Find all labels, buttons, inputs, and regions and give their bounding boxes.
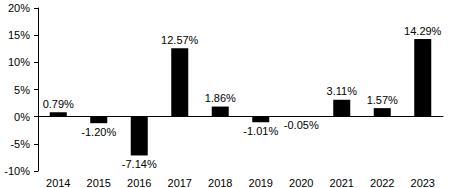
svg-text:10%: 10% bbox=[8, 56, 30, 68]
svg-text:0.79%: 0.79% bbox=[43, 98, 74, 110]
svg-text:20%: 20% bbox=[8, 2, 30, 14]
svg-text:1.57%: 1.57% bbox=[367, 94, 398, 106]
svg-text:3.11%: 3.11% bbox=[327, 85, 358, 97]
svg-text:5%: 5% bbox=[14, 84, 30, 96]
svg-text:-1.01%: -1.01% bbox=[243, 125, 278, 137]
svg-text:12.57%: 12.57% bbox=[161, 34, 199, 46]
svg-text:1.86%: 1.86% bbox=[205, 92, 236, 104]
svg-text:15%: 15% bbox=[8, 29, 30, 41]
svg-text:2021: 2021 bbox=[330, 177, 354, 188]
svg-text:-0.05%: -0.05% bbox=[284, 119, 319, 131]
svg-text:2019: 2019 bbox=[249, 177, 273, 188]
svg-text:-1.20%: -1.20% bbox=[81, 126, 116, 138]
svg-text:-7.14%: -7.14% bbox=[122, 158, 157, 170]
svg-text:2014: 2014 bbox=[46, 177, 70, 188]
svg-text:2020: 2020 bbox=[289, 177, 313, 188]
svg-text:-5%: -5% bbox=[10, 138, 30, 150]
svg-text:2018: 2018 bbox=[208, 177, 232, 188]
svg-text:2016: 2016 bbox=[127, 177, 151, 188]
svg-text:14.29%: 14.29% bbox=[404, 25, 442, 37]
svg-text:-10%: -10% bbox=[4, 165, 30, 177]
svg-text:2023: 2023 bbox=[411, 177, 435, 188]
svg-text:2022: 2022 bbox=[370, 177, 394, 188]
svg-text:2017: 2017 bbox=[168, 177, 192, 188]
svg-text:0%: 0% bbox=[14, 111, 30, 123]
svg-text:2015: 2015 bbox=[87, 177, 111, 188]
